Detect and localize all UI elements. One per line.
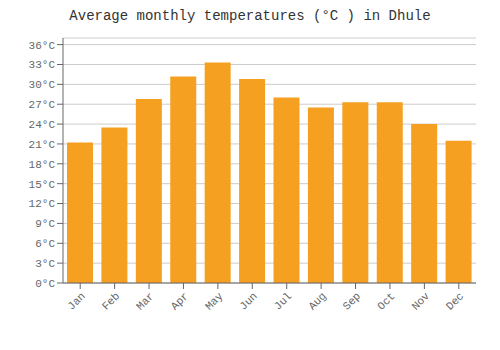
html-text:Average monthly temperatures (: Average monthly temperatures (°C ) in Dh… (69, 8, 431, 24)
svg-text:12°C: 12°C (29, 198, 56, 210)
svg-text:0°C: 0°C (35, 278, 55, 290)
svg-text:33°C: 33°C (29, 59, 56, 71)
svg-text:9°C: 9°C (35, 218, 55, 230)
svg-text:Jan: Jan (65, 290, 87, 312)
svg-text:Apr: Apr (169, 290, 191, 312)
svg-text:Oct: Oct (375, 290, 397, 312)
svg-text:Nov: Nov (410, 290, 433, 313)
svg-text:Aug: Aug (306, 290, 328, 312)
svg-text:Mar: Mar (134, 290, 156, 312)
svg-text:Jul: Jul (272, 290, 294, 312)
svg-text:Sep: Sep (341, 290, 363, 312)
svg-text:21°C: 21°C (29, 139, 56, 151)
svg-text:30°C: 30°C (29, 79, 56, 91)
svg-text:36°C: 36°C (29, 40, 56, 52)
svg-text:24°C: 24°C (29, 119, 56, 131)
svg-text:Feb: Feb (100, 290, 122, 312)
svg-text:May: May (203, 290, 226, 313)
svg-text:18°C: 18°C (29, 159, 56, 171)
svg-text:Jun: Jun (237, 290, 259, 312)
svg-text:3°C: 3°C (35, 258, 55, 270)
svg-text:15°C: 15°C (29, 179, 56, 191)
svg-text:Dec: Dec (444, 290, 466, 312)
svg-text:27°C: 27°C (29, 99, 56, 111)
svg-text:6°C: 6°C (35, 238, 55, 250)
